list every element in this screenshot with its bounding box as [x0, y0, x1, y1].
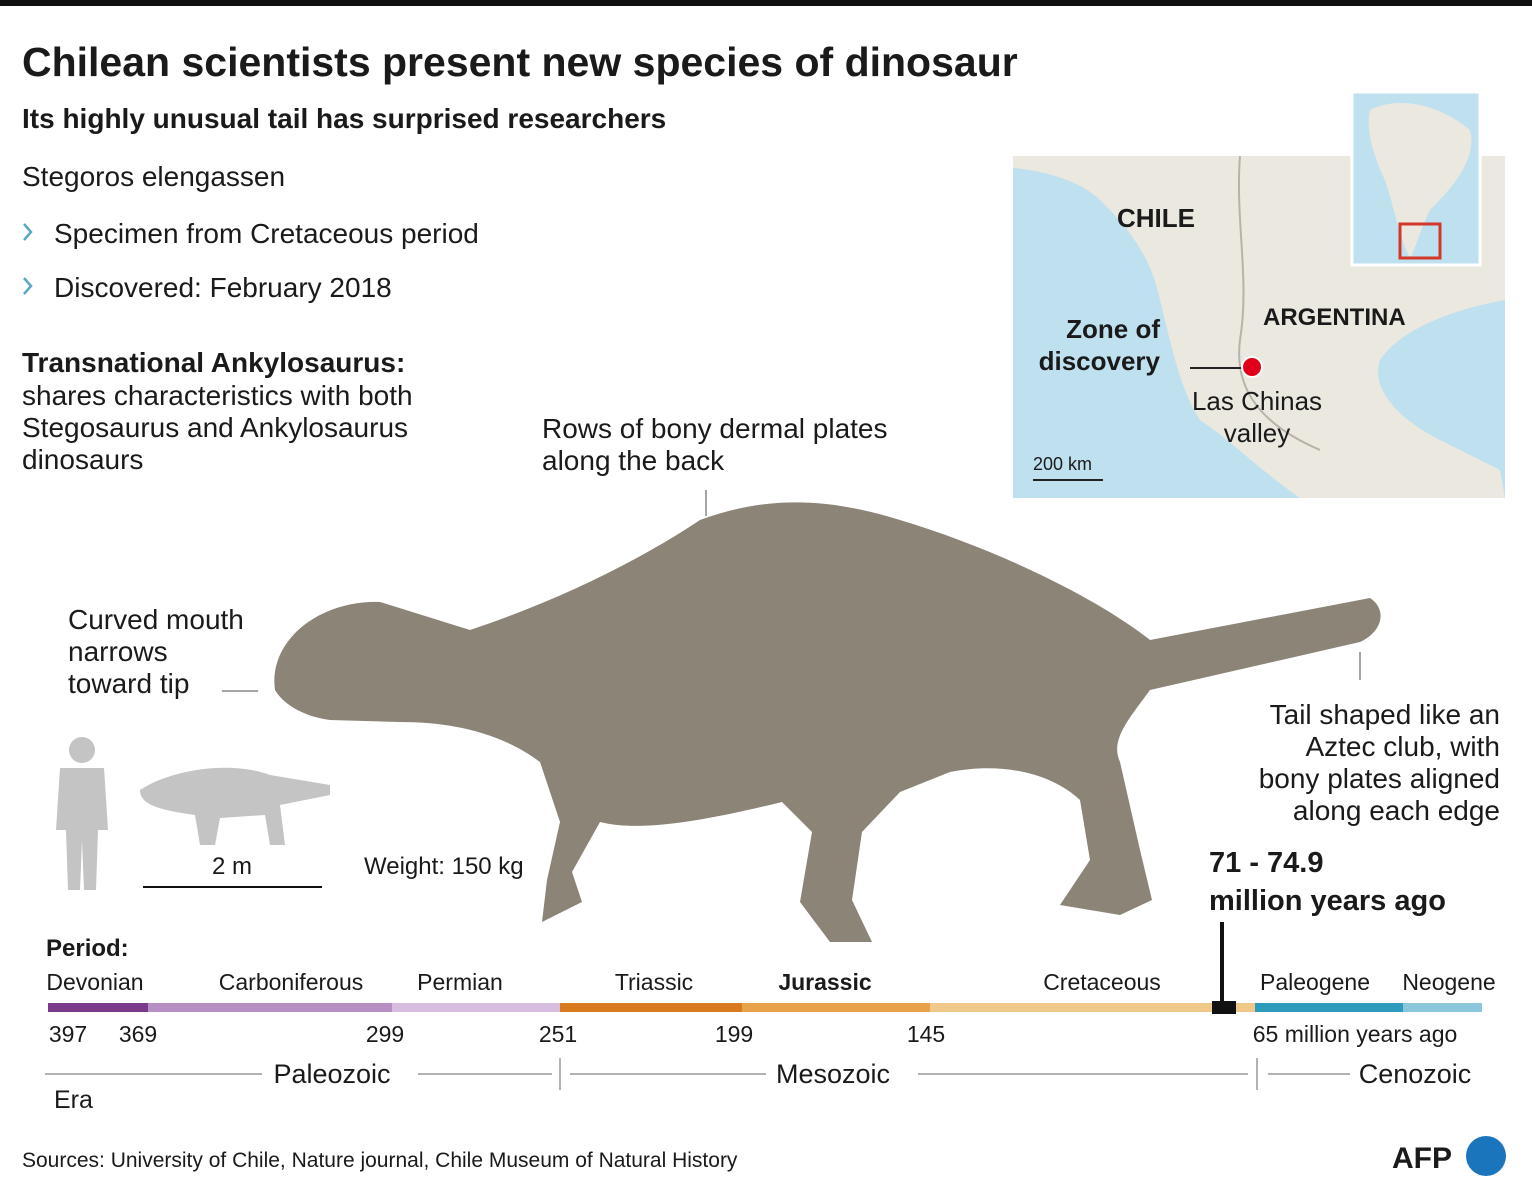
- logo: AFP: [1392, 1142, 1452, 1175]
- map-zone: Zone of: [1066, 314, 1160, 344]
- period-name: Permian: [417, 969, 503, 995]
- tick-label: 369: [119, 1021, 157, 1047]
- period-bar: [742, 1003, 930, 1012]
- period-bar: [48, 1003, 148, 1012]
- map-site: Las Chinas: [1192, 386, 1322, 416]
- age: 71 - 74.9: [1209, 847, 1323, 879]
- title: Chilean scientists present new species o…: [22, 39, 1018, 85]
- period-bar: [930, 1003, 1255, 1012]
- annotation: bony plates aligned: [1259, 763, 1500, 794]
- top-rule: [0, 0, 1532, 6]
- map-zone: discovery: [1039, 346, 1161, 376]
- annotation: Tail shaped like an: [1270, 699, 1500, 730]
- tick-label: 299: [366, 1021, 404, 1047]
- period-name: Triassic: [615, 969, 693, 995]
- annotation: Aztec club, with: [1305, 731, 1500, 762]
- tick-label: 65 million years ago: [1253, 1021, 1458, 1047]
- fact: Discovered: February 2018: [54, 272, 392, 303]
- era-lines: [45, 1058, 1350, 1090]
- period-bar: [1255, 1003, 1403, 1012]
- annotation: narrows: [68, 636, 168, 667]
- period-bar: [392, 1003, 560, 1012]
- logo-circle: [1466, 1136, 1506, 1176]
- subtitle: Its highly unusual tail has surprised re…: [22, 103, 666, 134]
- weight: Weight: 150 kg: [364, 853, 524, 880]
- map-country: CHILE: [1117, 203, 1195, 233]
- annotation: along the back: [542, 445, 725, 476]
- era-name: Cenozoic: [1359, 1059, 1472, 1089]
- period-label: Period:: [46, 935, 129, 962]
- age: million years ago: [1209, 885, 1446, 917]
- period-name: Jurassic: [778, 969, 872, 995]
- era-name: Mesozoic: [776, 1059, 890, 1089]
- description-line: Stegosaurus and Ankylosaurus: [22, 412, 408, 443]
- tick-label: 199: [715, 1021, 753, 1047]
- map-neighbor: ARGENTINA: [1263, 304, 1406, 331]
- chevrons: [23, 223, 33, 295]
- scale-figures: [56, 737, 330, 890]
- period-name: Devonian: [46, 969, 143, 995]
- fact: Specimen from Cretaceous period: [54, 218, 479, 249]
- dinosaur-illustration: [274, 502, 1381, 942]
- description-line: dinosaurs: [22, 444, 143, 475]
- annotation: along each edge: [1293, 795, 1500, 826]
- map-scale: 200 km: [1033, 454, 1092, 474]
- era-label: Era: [54, 1086, 93, 1114]
- period-bar: [560, 1003, 742, 1012]
- period-name: Cretaceous: [1043, 969, 1161, 995]
- period-name: Carboniferous: [219, 969, 363, 995]
- map: [1013, 90, 1505, 498]
- annotation: Curved mouth: [68, 604, 244, 635]
- annotation-lines: [222, 490, 1361, 692]
- period-name: Paleogene: [1260, 969, 1370, 995]
- period-name: Neogene: [1402, 969, 1495, 995]
- era-name: Paleozoic: [273, 1059, 390, 1089]
- description-line: shares characteristics with both: [22, 380, 413, 411]
- period-bar: [1403, 1003, 1482, 1012]
- tick-label: 251: [539, 1021, 577, 1047]
- period-bar: [148, 1003, 392, 1012]
- annotation: toward tip: [68, 668, 189, 699]
- tick-label: 145: [907, 1021, 945, 1047]
- age-band: [1212, 1001, 1236, 1014]
- annotation: Rows of bony dermal plates: [542, 413, 888, 444]
- timeline: [48, 1001, 1482, 1014]
- tick-label: 397: [49, 1021, 87, 1047]
- scale-length: 2 m: [212, 853, 252, 880]
- description-heading: Transnational Ankylosaurus:: [22, 347, 405, 378]
- sources: Sources: University of Chile, Nature jou…: [22, 1149, 738, 1172]
- species-name: Stegoros elengassen: [22, 161, 285, 192]
- map-site: valley: [1224, 418, 1290, 448]
